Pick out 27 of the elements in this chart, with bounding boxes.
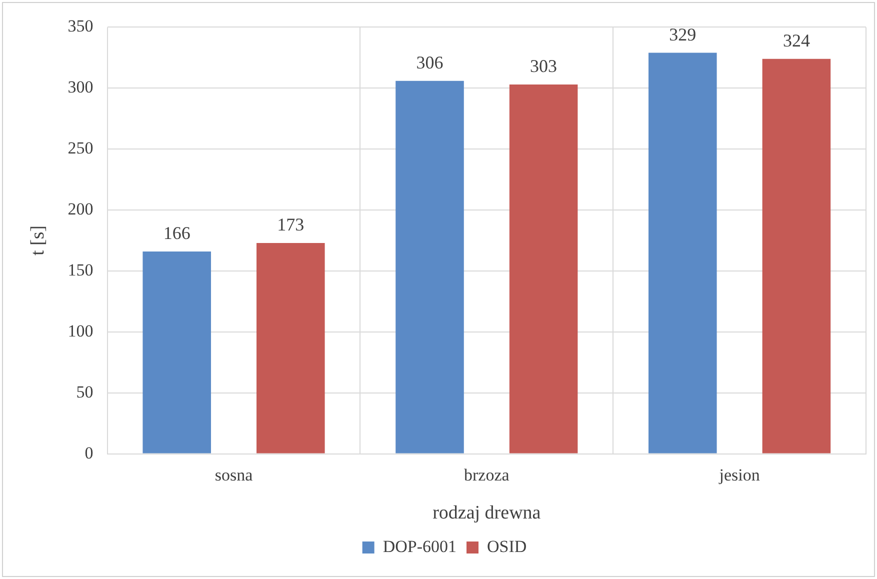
x-tick-label: sosna xyxy=(214,465,254,484)
bar xyxy=(396,80,464,454)
y-axis-title: t [s] xyxy=(27,225,48,256)
bar xyxy=(142,251,211,454)
x-tick-label: brzoza xyxy=(464,465,510,484)
data-label: 166 xyxy=(163,223,190,244)
legend-label: OSID xyxy=(487,536,527,556)
bar xyxy=(256,242,325,454)
y-tick-label: 350 xyxy=(68,16,94,36)
data-label: 303 xyxy=(530,56,558,76)
bar xyxy=(648,52,717,454)
data-label: 324 xyxy=(782,30,810,51)
y-tick-label: 150 xyxy=(68,260,94,280)
legend-label: DOP-6001 xyxy=(382,536,456,556)
y-tick-label: 100 xyxy=(68,321,94,340)
y-tick-label: 250 xyxy=(68,138,94,158)
data-label: 306 xyxy=(416,52,444,73)
y-tick-label: 200 xyxy=(68,199,94,218)
y-tick-label: 0 xyxy=(84,443,94,462)
data-label: 173 xyxy=(277,214,304,235)
data-label: 329 xyxy=(669,24,696,45)
x-tick-label: jesion xyxy=(718,465,760,484)
y-tick-label: 50 xyxy=(76,382,94,402)
x-axis-title: rodzaj drewna xyxy=(432,502,542,524)
bar xyxy=(509,84,578,454)
bar xyxy=(762,58,831,454)
y-tick-label: 300 xyxy=(68,78,94,97)
